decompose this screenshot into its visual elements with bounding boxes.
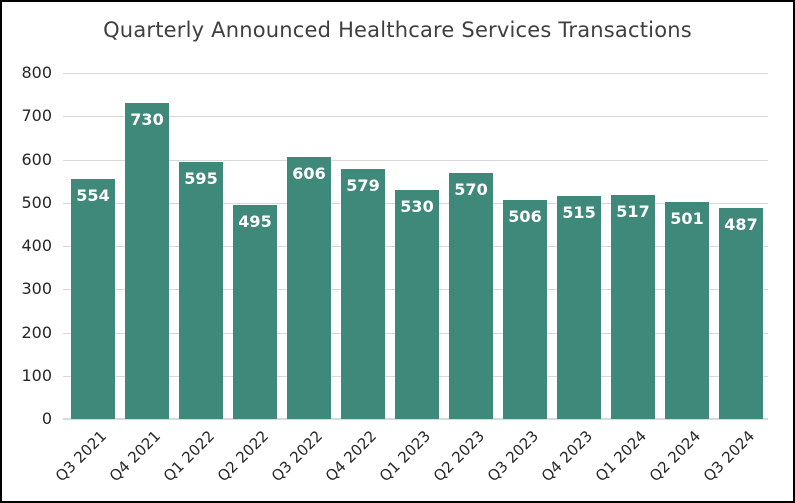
bar-value-label: 530	[400, 196, 434, 216]
chart-title: Quarterly Announced Healthcare Services …	[103, 18, 692, 42]
bar-q2-2023: 570	[449, 172, 493, 419]
bar-value-label: 501	[670, 209, 704, 229]
y-axis-tick-label: 100	[21, 366, 52, 385]
gridline	[63, 160, 768, 161]
x-axis-line	[63, 418, 768, 420]
x-axis-category-label: Q2 2023	[429, 427, 488, 486]
bar-value-label: 495	[238, 211, 272, 231]
gridline	[63, 73, 768, 74]
bar-q3-2021: 554	[71, 179, 115, 419]
bar-q3-2023: 506	[503, 200, 547, 419]
bar-value-label: 730	[130, 110, 164, 130]
bar-q3-2022: 606	[287, 156, 331, 419]
bar-q4-2021: 730	[125, 103, 169, 419]
y-axis-tick-label: 0	[41, 409, 52, 428]
bar-value-label: 595	[184, 168, 218, 188]
gridline	[63, 116, 768, 117]
bar-q1-2022: 595	[179, 161, 223, 419]
y-axis-tick-label: 200	[21, 323, 52, 342]
x-axis-category-label: Q3 2024	[699, 427, 758, 486]
x-axis-category-label: Q3 2021	[51, 427, 110, 486]
bar-value-label: 579	[346, 175, 380, 195]
plot-area: 0 100 200 300 400 500 600 700 800 554 Q3 2021 730 Q4…	[21, 63, 768, 485]
bar-q3-2024: 487	[719, 208, 763, 419]
bar-value-label: 506	[508, 207, 542, 227]
y-axis-tick-label: 700	[21, 106, 52, 125]
bar-value-label: 570	[454, 179, 488, 199]
bar-q2-2024: 501	[665, 202, 709, 419]
bar-value-label: 517	[616, 202, 650, 222]
bar-q1-2024: 517	[611, 195, 655, 419]
x-axis-category-label: Q4 2021	[105, 427, 164, 486]
bar-q4-2023: 515	[557, 196, 601, 419]
y-axis-tick-label: 600	[21, 150, 52, 169]
y-axis-tick-label: 800	[21, 63, 52, 82]
x-axis-category-label: Q4 2022	[321, 427, 380, 486]
x-axis-category-label: Q2 2022	[213, 427, 272, 486]
x-axis-category-label: Q1 2024	[591, 427, 650, 486]
y-axis-tick-label: 300	[21, 279, 52, 298]
bar-q4-2022: 579	[341, 168, 385, 419]
bar-value-label: 515	[562, 203, 596, 223]
x-axis-category-label: Q3 2022	[267, 427, 326, 486]
y-axis-tick-label: 400	[21, 236, 52, 255]
x-axis-category-label: Q2 2024	[645, 427, 704, 486]
x-axis-category-label: Q1 2023	[375, 427, 434, 486]
x-axis-category-label: Q3 2023	[483, 427, 542, 486]
bar-value-label: 554	[76, 186, 110, 206]
x-axis-category-label: Q4 2023	[537, 427, 596, 486]
x-axis-category-label: Q1 2022	[159, 427, 218, 486]
bar-value-label: 606	[292, 163, 326, 183]
y-axis-tick-label: 500	[21, 193, 52, 212]
bar-q1-2023: 530	[395, 189, 439, 419]
bar-q2-2022: 495	[233, 204, 277, 419]
bar-value-label: 487	[724, 215, 758, 235]
